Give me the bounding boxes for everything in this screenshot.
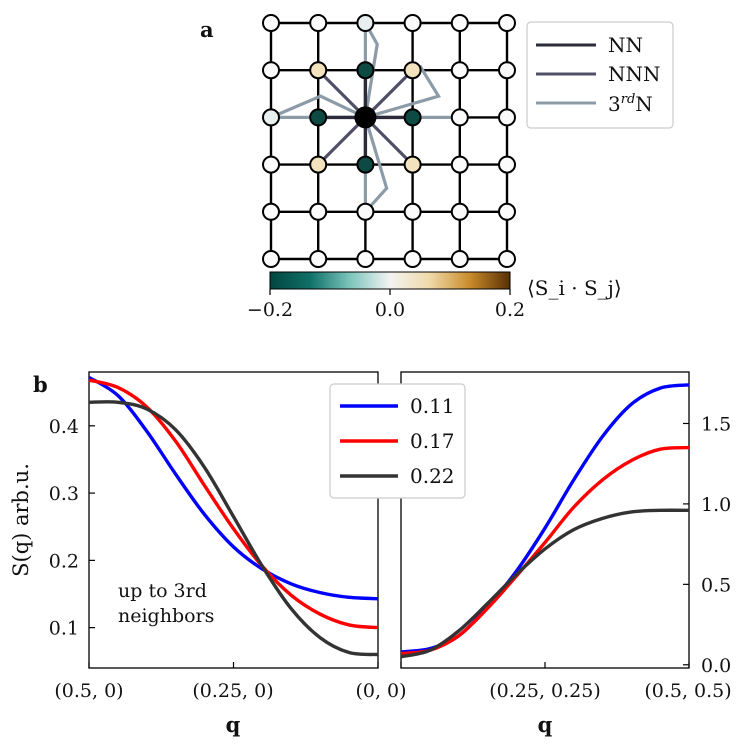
lattice-site [450,155,469,174]
right-plot: 0.0 0.5 1.0 1.5 [400,371,731,677]
lattice-site [498,155,516,174]
series-legend: 0.11 0.17 0.22 [329,383,466,499]
x-tick-label-3: (0, 0) [355,680,406,702]
bond-nnn [317,69,367,119]
lattice-site [356,155,375,174]
lattice-site [450,202,469,221]
bond-legend: NN NNN 3rdN [526,21,674,129]
annotation-line-2: neighbors [118,605,214,627]
y-tick-label: 0.0 [701,655,731,677]
lattice-site [262,61,280,80]
colorbar-tick-label-3: 0.2 [495,299,525,321]
lattice-site [309,61,328,80]
lattice-site [403,61,422,80]
lattice-site [498,108,516,127]
lattice-site [309,202,328,221]
left-plot: 0.1 0.2 0.3 0.4 [49,371,379,669]
lattice-site [309,250,328,268]
lattice-site [403,202,422,221]
legend-label-3rdn: 3rdN [608,92,653,116]
lattice-site [262,108,280,127]
lattice-site [356,202,375,221]
series-line-0.17 [400,445,690,656]
colorbar: −0.2 0.0 0.2 ⟨S_i · S_j⟩ [247,271,622,321]
series-line-0.22 [400,508,690,659]
lattice-site [309,108,328,127]
y-tick-label: 1.0 [701,494,731,516]
x-tick-label-1: (0.5, 0) [54,680,123,702]
y-tick-label: 1.5 [701,413,731,435]
lattice-site [309,155,328,174]
series-line-0.22 [88,400,379,657]
lattice-site [498,250,516,268]
colorbar-tick-label-1: −0.2 [247,299,293,321]
colorbar-tick-label-2: 0.0 [375,299,405,321]
x-tick-label-2: (0.25, 0) [192,680,273,702]
right-x-axis-label: q [538,712,553,737]
bond-3rd-neighbor [364,64,442,119]
lattice-site [356,61,375,80]
bond-nnn [317,116,367,166]
bond-nnn [364,116,414,166]
x-tick-label-4: (0.25, 0.25) [489,680,601,702]
lattice-site [356,14,375,32]
lattice-site [498,202,516,221]
lattice-site [403,155,422,174]
colorbar-gradient [269,271,511,290]
lattice-site [403,108,422,127]
y-tick-label: 0.3 [49,483,79,505]
lattice-site [262,155,280,174]
y-tick-label: 0.4 [49,416,79,438]
series-line-0.11 [88,375,379,601]
legend-label-0-11: 0.11 [410,394,455,418]
lattice-diagram [262,14,516,268]
bond-3rd-neighbor [270,94,367,119]
lattice-site [403,14,422,32]
panel-a-label: a [200,17,214,42]
lattice-site [498,61,516,80]
y-tick-label: 0.2 [49,550,79,572]
legend-label-nnn: NNN [608,62,661,86]
lattice-site [262,250,280,268]
left-y-axis-label: S(q) arb.u. [9,463,33,577]
lattice-site [450,250,469,268]
series-line-0.17 [88,378,379,630]
annotation-line-1: up to 3rd [118,580,207,602]
colorbar-label: ⟨S_i · S_j⟩ [527,276,622,300]
legend-label-0-22: 0.22 [410,464,455,488]
left-x-axis-label: q [226,712,241,737]
lattice-site [262,14,280,32]
lattice-site [262,202,280,221]
legend-label-0-17: 0.17 [410,429,455,453]
site-reference [354,106,377,129]
lattice-site [450,61,469,80]
y-tick-label: 0.5 [701,574,731,596]
lattice-site [450,14,469,32]
x-tick-label-5: (0.5, 0.5) [644,680,731,702]
panel-b-label: b [33,372,48,397]
bond-3rd-neighbor [363,116,389,213]
lattice-site [498,14,516,32]
lattice-site [309,14,328,32]
y-tick-label: 0.1 [49,618,79,640]
legend-label-nn: NN [608,33,643,57]
lattice-site [356,250,375,268]
lattice-site [450,108,469,127]
lattice-site [403,250,422,268]
bond-nnn [364,69,414,119]
